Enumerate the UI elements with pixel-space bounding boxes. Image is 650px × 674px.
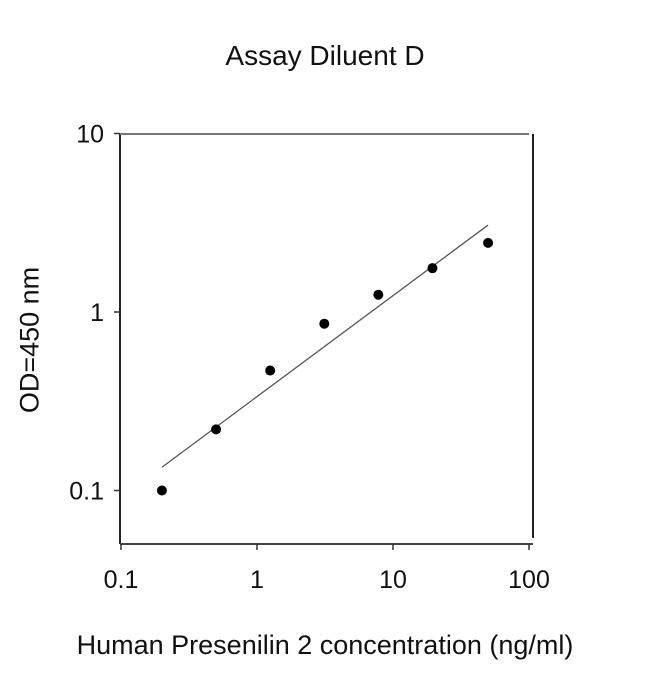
y-tick-label: 0.1: [69, 478, 104, 506]
data-point: [373, 289, 384, 300]
x-axis-label: Human Presenilin 2 concentration (ng/ml): [76, 630, 574, 660]
x-tick-label: 0.1: [104, 566, 139, 594]
data-points: [156, 237, 494, 496]
axes-frame: [119, 133, 534, 545]
x-tick-label: 100: [508, 566, 550, 594]
fit-line: [161, 224, 489, 468]
data-point: [156, 485, 167, 496]
y-axis-ticks: 0.1 1 10: [69, 121, 120, 506]
regression-line: [161, 224, 489, 468]
data-point: [427, 263, 438, 274]
x-axis-ticks: 0.1 1 10 100: [104, 544, 550, 594]
y-tick-label: 10: [76, 121, 104, 149]
x-tick-label: 10: [379, 566, 407, 594]
data-point: [319, 318, 330, 329]
data-point: [265, 365, 276, 376]
chart-title: Assay Diluent D: [225, 40, 425, 71]
data-point: [211, 424, 222, 435]
y-tick-label: 1: [90, 299, 104, 327]
data-point: [483, 237, 494, 248]
x-tick-label: 1: [250, 566, 264, 594]
